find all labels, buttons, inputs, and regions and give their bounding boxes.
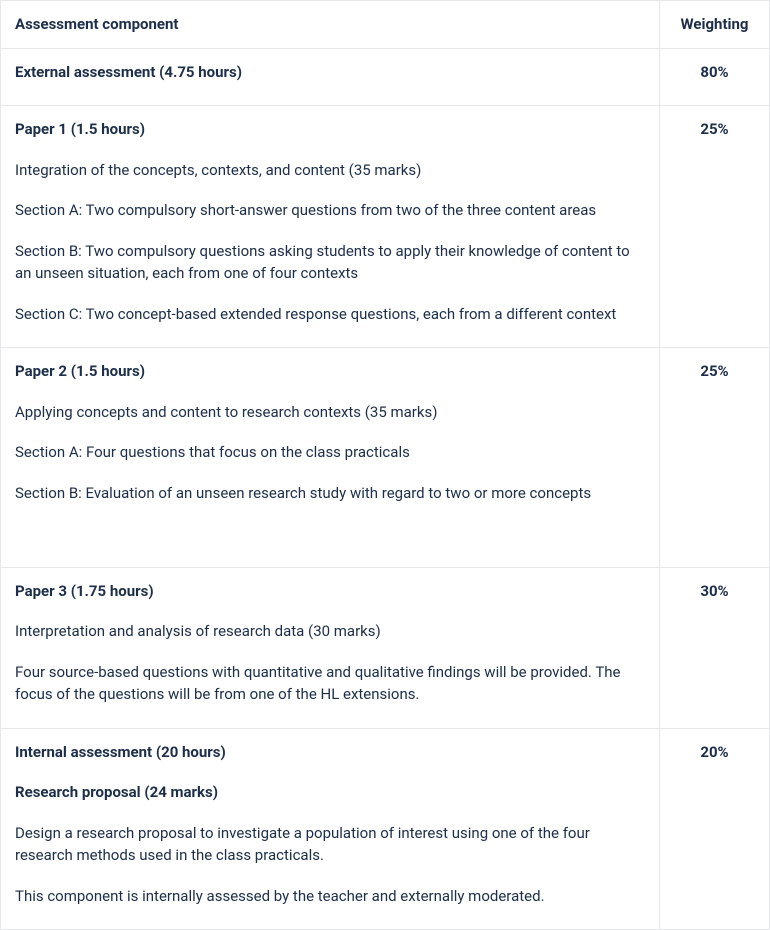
component-text: Section B: Two compulsory questions aski… bbox=[15, 240, 645, 285]
table-row: External assessment (4.75 hours) 80% bbox=[1, 48, 770, 106]
component-text: Paper 2 (1.5 hours) bbox=[15, 360, 645, 383]
weighting-cell: 25% bbox=[660, 106, 770, 348]
component-text: Applying concepts and content to researc… bbox=[15, 401, 645, 424]
weighting-cell: 20% bbox=[660, 728, 770, 930]
table-row: Paper 1 (1.5 hours) Integration of the co… bbox=[1, 106, 770, 348]
component-text: Design a research proposal to investigat… bbox=[15, 822, 645, 867]
component-text: Paper 3 (1.75 hours) bbox=[15, 580, 645, 603]
table-row: Paper 3 (1.75 hours) Interpretation and a… bbox=[1, 567, 770, 728]
component-text: Internal assessment (20 hours) bbox=[15, 741, 645, 764]
assessment-table: Assessment component Weighting External … bbox=[0, 0, 770, 930]
component-text: Section B: Evaluation of an unseen resea… bbox=[15, 482, 645, 505]
table-row: Internal assessment (20 hours) Research p… bbox=[1, 728, 770, 930]
component-text: Paper 1 (1.5 hours) bbox=[15, 118, 645, 141]
weighting-cell: 25% bbox=[660, 348, 770, 568]
table-row: Paper 2 (1.5 hours) Applying concepts and… bbox=[1, 348, 770, 568]
weighting-cell: 30% bbox=[660, 567, 770, 728]
component-cell: Internal assessment (20 hours) Research p… bbox=[1, 728, 660, 930]
table-header-row: Assessment component Weighting bbox=[1, 1, 770, 49]
component-cell: Paper 1 (1.5 hours) Integration of the co… bbox=[1, 106, 660, 348]
component-text: Section A: Four questions that focus on … bbox=[15, 441, 645, 464]
component-cell: External assessment (4.75 hours) bbox=[1, 48, 660, 106]
component-text bbox=[15, 522, 645, 545]
component-text: Section C: Two concept-based extended re… bbox=[15, 303, 645, 326]
component-text: Research proposal (24 marks) bbox=[15, 781, 645, 804]
component-text: Interpretation and analysis of research … bbox=[15, 620, 645, 643]
weighting-cell: 80% bbox=[660, 48, 770, 106]
component-cell: Paper 3 (1.75 hours) Interpretation and a… bbox=[1, 567, 660, 728]
component-text: External assessment (4.75 hours) bbox=[15, 61, 645, 84]
component-text: Integration of the concepts, contexts, a… bbox=[15, 159, 645, 182]
component-cell: Paper 2 (1.5 hours) Applying concepts and… bbox=[1, 348, 660, 568]
header-component: Assessment component bbox=[1, 1, 660, 49]
component-text: Section A: Two compulsory short-answer q… bbox=[15, 199, 645, 222]
component-text: Four source-based questions with quantit… bbox=[15, 661, 645, 706]
header-weighting: Weighting bbox=[660, 1, 770, 49]
component-text: This component is internally assessed by… bbox=[15, 885, 645, 908]
